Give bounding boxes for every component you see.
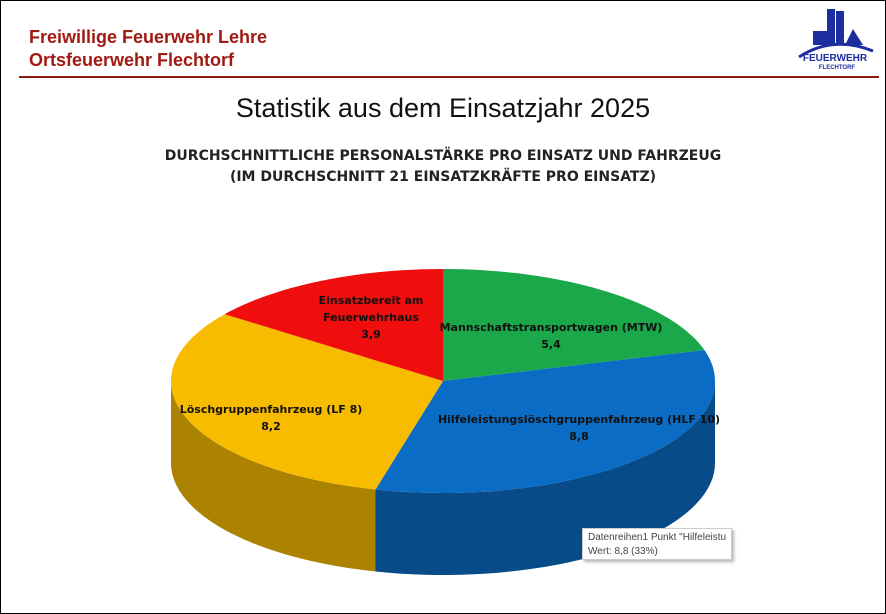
pie-slice[interactable] <box>224 269 443 381</box>
slice-label: Mannschaftstransportwagen (MTW) <box>440 321 663 334</box>
chart-subtitle: (IM DURCHSCHNITT 21 EINSATZKRÄFTE PRO EI… <box>229 169 657 185</box>
logo: FEUERWEHR FLECHTORF <box>793 7 877 73</box>
pie-slice-side <box>171 381 376 572</box>
slice-label: Löschgruppenfahrzeug (LF 8) <box>180 403 363 416</box>
page-title: Statistik aus dem Einsatzjahr 2025 <box>235 93 651 123</box>
pie-slice[interactable] <box>171 314 443 490</box>
slice-value-label: 8,8 <box>569 430 589 443</box>
pie-slice[interactable] <box>375 350 716 493</box>
pie-slice[interactable] <box>443 269 705 381</box>
header-divider <box>19 76 879 78</box>
chart-title: DURCHSCHNITTLICHE PERSONALSTÄRKE PRO EIN… <box>164 148 722 164</box>
tooltip-value: Wert: 8,8 (33%) <box>588 546 658 557</box>
org-subname: Ortsfeuerwehr Flechtorf <box>29 50 235 70</box>
slice-value-label: 8,2 <box>261 420 281 433</box>
slice-value-label: 5,4 <box>541 338 561 351</box>
org-name: Freiwillige Feuerwehr Lehre <box>29 27 268 47</box>
slice-label: Feuerwehrhaus <box>323 311 419 324</box>
tooltip: Datenreihen1 Punkt "Hilfeleistu Wert: 8,… <box>582 528 732 560</box>
pie-slice-side <box>375 381 715 575</box>
svg-text:FLECHTORF: FLECHTORF <box>819 65 856 71</box>
slice-label: Hilfeleistungslöschgruppenfahrzeug (HLF … <box>438 413 720 426</box>
svg-text:FEUERWEHR: FEUERWEHR <box>803 53 868 64</box>
slice-value-label: 3,9 <box>361 328 381 341</box>
tooltip-series: Datenreihen1 Punkt "Hilfeleistu <box>588 532 727 543</box>
slice-label: Einsatzbereit am <box>319 294 424 307</box>
